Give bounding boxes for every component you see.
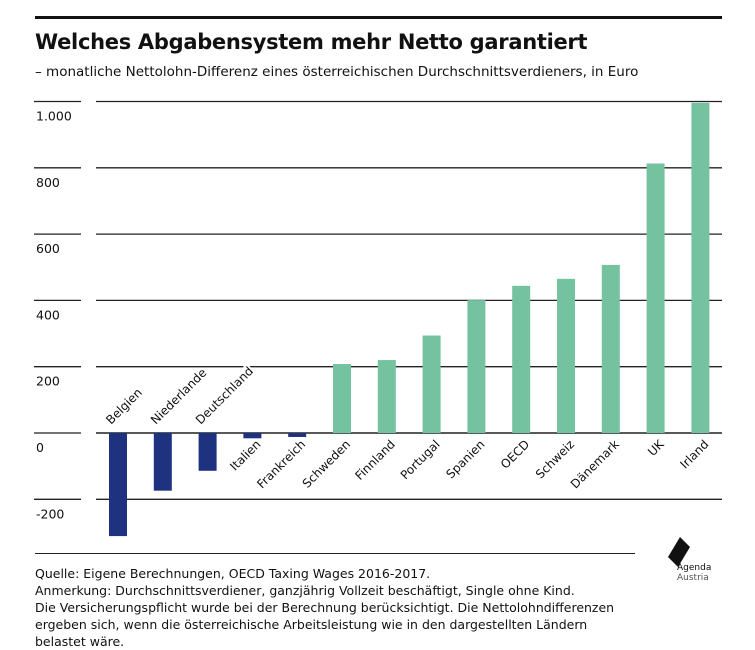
agenda-austria-logo-icon: [668, 537, 690, 567]
bar-belgien: [109, 433, 127, 537]
y-tick-label: 0: [36, 440, 44, 455]
category-label: Dänemark: [568, 437, 622, 491]
source-line: Quelle: Eigene Berechnungen, OECD Taxing…: [35, 566, 431, 581]
category-label: Spanien: [443, 437, 487, 481]
y-tick-label: 200: [36, 374, 60, 389]
category-label: Finnland: [352, 437, 398, 483]
bar-niederlande: [153, 433, 172, 491]
category-label: UK: [645, 436, 667, 458]
bar-dänemark: [601, 264, 620, 433]
category-label: Frankreich: [254, 437, 308, 491]
bottom-rule: [35, 553, 635, 554]
category-label: Schweden: [300, 437, 353, 490]
category-label: Irland: [677, 437, 711, 471]
category-label: Italien: [227, 437, 263, 473]
y-tick-label: 1.000: [36, 109, 72, 124]
bar-portugal: [422, 335, 441, 433]
note-line: Anmerkung: Durchschnittsverdiener, ganzj…: [35, 583, 575, 598]
bar-spanien: [467, 300, 486, 433]
logo-line-2: Austria: [677, 573, 709, 583]
bar-italien: [243, 433, 262, 439]
category-label: Portugal: [398, 437, 443, 482]
y-tick-label: 600: [36, 241, 60, 256]
bar-irland: [691, 102, 710, 434]
category-label: Belgien: [103, 385, 145, 427]
bar-uk: [646, 163, 665, 434]
top-rule: [35, 16, 722, 19]
y-tick-label: -200: [36, 506, 64, 521]
bar-deutschland: [198, 433, 217, 471]
y-tick-label: 800: [36, 175, 60, 190]
note-line: ergeben sich, wenn die österreichische A…: [35, 617, 588, 632]
bar-finnland: [377, 360, 396, 433]
category-label: OECD: [498, 437, 532, 471]
bar-schweiz: [557, 278, 575, 433]
chart-subtitle: – monatliche Nettolohn-Differenz eines ö…: [35, 64, 639, 80]
logo-line-1: Agenda: [677, 563, 712, 573]
note-line: Die Versicherungspflicht wurde bei der B…: [35, 600, 615, 615]
footnotes: Quelle: Eigene Berechnungen, OECD Taxing…: [35, 565, 655, 650]
category-label: Schweiz: [533, 437, 577, 481]
logo-text: Agenda Austria: [677, 563, 711, 583]
chart-title: Welches Abgabensystem mehr Netto garanti…: [35, 30, 588, 54]
y-tick-label: 400: [36, 307, 60, 322]
bar-frankreich: [288, 433, 307, 437]
note-line: belastet wäre.: [35, 634, 125, 649]
bar-schweden: [333, 364, 351, 433]
bar-oecd: [512, 285, 531, 433]
